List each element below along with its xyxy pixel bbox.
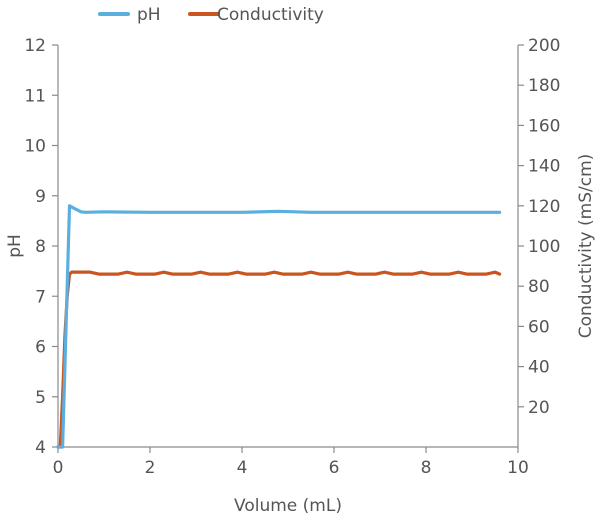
y-axis-right-title: Conductivity (mS/cm): [576, 154, 596, 339]
x-tick-label: 6: [329, 458, 340, 478]
y-right-tick-label: 100: [528, 237, 560, 257]
x-tick-label: 10: [507, 458, 529, 478]
y-right-tick-label: 120: [528, 197, 560, 217]
x-tick-label: 4: [237, 458, 248, 478]
y-left-tick-label: 6: [35, 338, 46, 358]
y-right-tick-label: 60: [528, 317, 550, 337]
y-right-ticks: 20 40 60 80 100 120 140 160 180 200: [518, 36, 560, 418]
y-right-tick-label: 140: [528, 157, 560, 177]
y-left-tick-label: 12: [24, 36, 46, 56]
legend-label-ph: pH: [137, 5, 161, 25]
y-right-tick-label: 20: [528, 398, 550, 418]
x-ticks: 0 2 4 6 8 10: [53, 447, 529, 478]
y-right-tick-label: 160: [528, 116, 560, 136]
y-right-tick-label: 200: [528, 36, 560, 56]
x-tick-label: 8: [421, 458, 432, 478]
y-left-tick-label: 4: [35, 438, 46, 458]
y-left-ticks: 4 5 6 7 8 9 10 11 12: [24, 36, 58, 458]
y-right-tick-label: 180: [528, 76, 560, 96]
y-left-tick-label: 8: [35, 237, 46, 257]
legend: pH Conductivity: [98, 5, 324, 25]
series-line-ph: [56, 204, 502, 449]
y-right-tick-label: 80: [528, 277, 550, 297]
y-left-tick-label: 7: [35, 287, 46, 307]
y-left-tick-label: 5: [35, 388, 46, 408]
x-tick-label: 0: [53, 458, 64, 478]
y-left-tick-label: 10: [24, 137, 46, 157]
y-left-tick-label: 11: [24, 86, 46, 106]
x-tick-label: 2: [145, 458, 156, 478]
series-line-conductivity: [56, 270, 502, 449]
y-axis-left-title: pH: [5, 234, 25, 258]
series-lines: [56, 204, 502, 449]
y-left-tick-label: 9: [35, 187, 46, 207]
x-axis-title: Volume (mL): [234, 496, 342, 516]
y-right-tick-label: 40: [528, 358, 550, 378]
legend-label-conductivity: Conductivity: [217, 5, 324, 25]
